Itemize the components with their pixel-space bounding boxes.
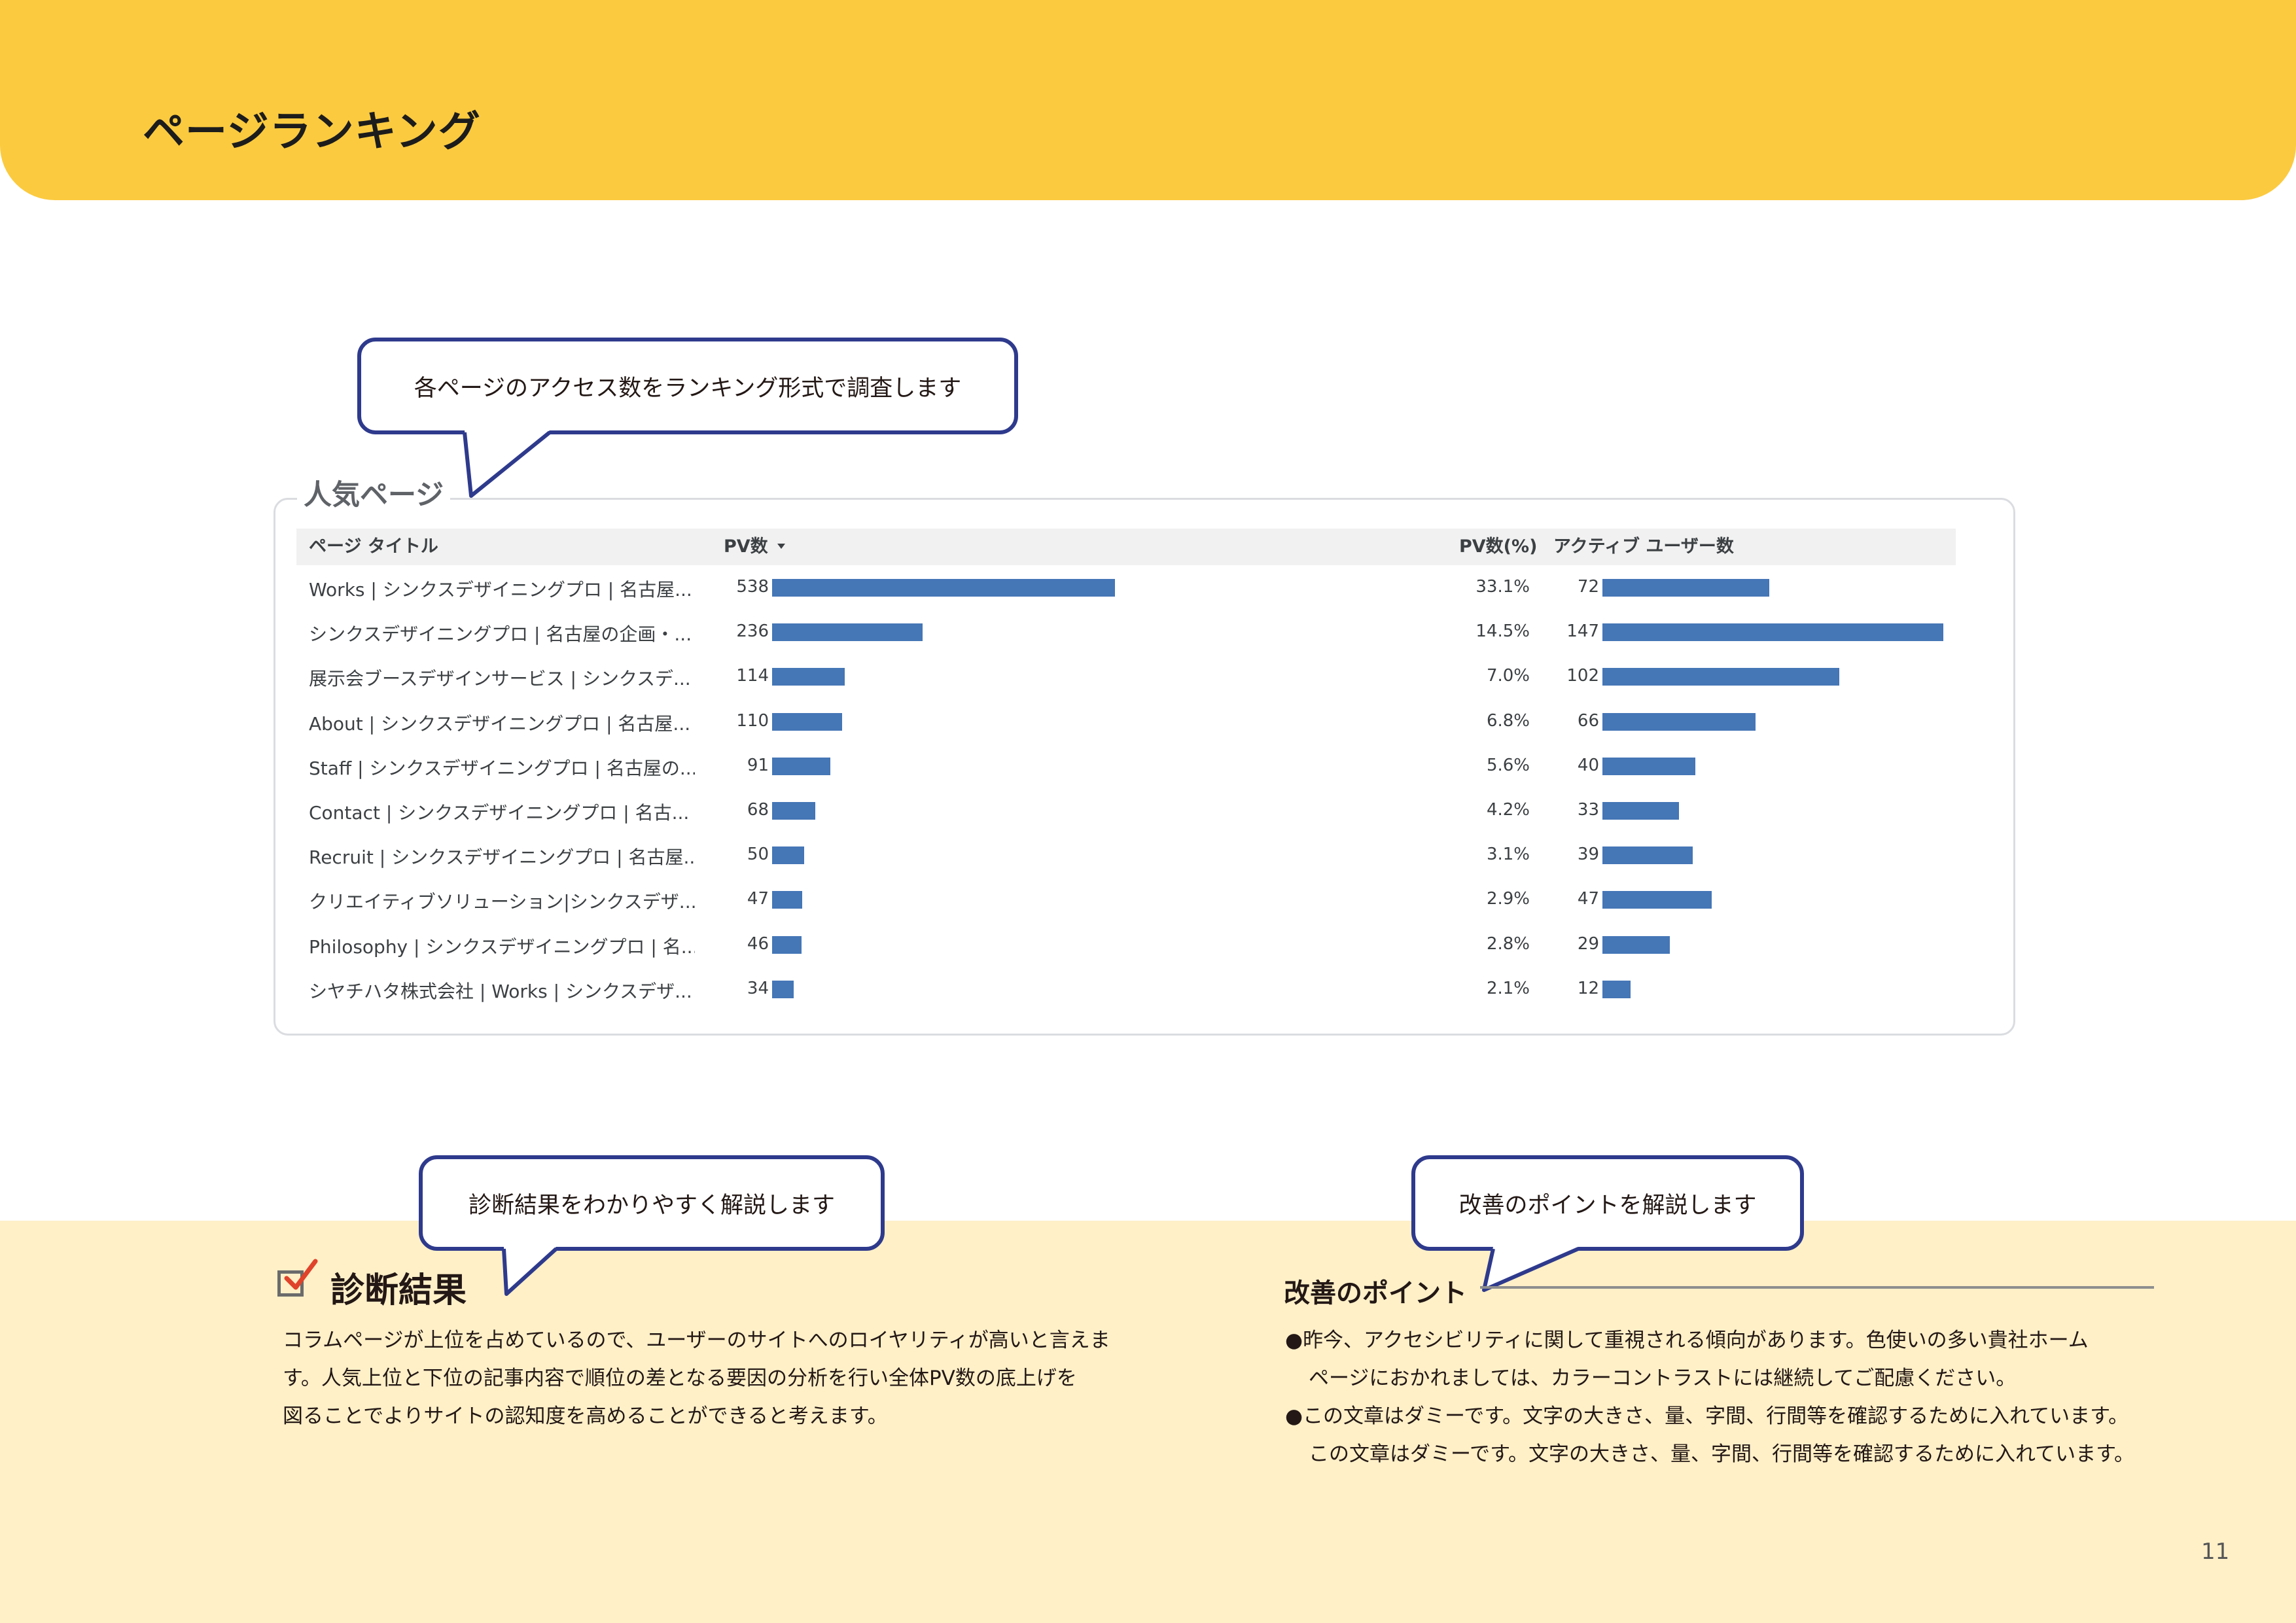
row-pv-value: 236: [736, 621, 769, 642]
column-header-page-title[interactable]: ページ タイトル: [309, 536, 438, 557]
row-page-title[interactable]: Works | シンクスデザイニングプロ | 名古屋...: [309, 579, 692, 601]
row-pv-pct-value: 7.0%: [1486, 666, 1530, 686]
row-active-users-bar: [1602, 891, 1712, 909]
improvement-title: 改善のポイント: [1284, 1278, 1467, 1308]
table-header: [296, 529, 1956, 565]
row-pv-value: 68: [747, 800, 769, 820]
row-pv-value: 34: [747, 978, 769, 998]
row-pv-pct-value: 14.5%: [1475, 621, 1530, 642]
header-band: [0, 0, 2296, 200]
callout-diagnosis-tail: [502, 1247, 558, 1296]
diagnosis-line: す。人気上位と下位の記事内容で順位の差となる要因の分析を行い全体PV数の底上げを: [283, 1367, 1077, 1390]
bullet-icon: ●: [1285, 1329, 1303, 1352]
improvement-list: ●昨今、アクセシビリティに関して重視される傾向があります。色使いの多い貴社ホーム…: [1285, 1321, 2201, 1473]
callout-ranking: 各ページのアクセス数をランキング形式で調査します: [357, 338, 1018, 434]
row-active-users-value: 47: [1577, 889, 1599, 909]
row-page-title[interactable]: Philosophy | シンクスデザイニングプロ | 名...: [309, 935, 695, 958]
row-active-users-value: 66: [1577, 710, 1599, 731]
callout-diagnosis: 診断結果をわかりやすく解説します: [419, 1155, 885, 1251]
column-header-active-users[interactable]: アクティブ ユーザー数: [1553, 536, 1734, 557]
row-page-title[interactable]: Staff | シンクスデザイニングプロ | 名古屋の...: [309, 757, 695, 779]
improvement-item-continuation: この文章はダミーです。文字の大きさ、量、字間、行間等を確認するために入れています…: [1309, 1442, 2135, 1466]
row-pv-value: 46: [747, 934, 769, 954]
row-pv-pct-value: 4.2%: [1486, 800, 1530, 820]
row-pv-bar: [772, 891, 802, 909]
row-pv-value: 50: [747, 845, 769, 865]
row-pv-value: 110: [736, 710, 769, 731]
row-active-users-bar: [1602, 668, 1839, 686]
callout-ranking-text: 各ページのアクセス数をランキング形式で調査します: [414, 375, 962, 402]
row-active-users-value: 40: [1577, 755, 1599, 775]
row-active-users-value: 102: [1566, 666, 1599, 686]
row-pv-value: 538: [736, 577, 769, 597]
sort-descending-icon[interactable]: [777, 544, 785, 549]
row-pv-bar: [772, 668, 845, 686]
row-active-users-bar: [1602, 980, 1631, 998]
row-pv-bar: [772, 846, 804, 865]
row-page-title[interactable]: シンクスデザイニングプロ | 名古屋の企画・...: [309, 623, 692, 646]
column-header-pv[interactable]: PV数: [724, 536, 768, 557]
row-pv-bar: [772, 757, 830, 775]
row-active-users-value: 33: [1577, 800, 1599, 820]
diagnosis-text: コラムページが上位を占めているので、ユーザーのサイトへのロイヤリティが高いと言え…: [283, 1321, 1159, 1435]
row-page-title[interactable]: シヤチハタ株式会社 | Works | シンクスデザ...: [309, 980, 692, 1002]
page-number: 11: [2201, 1539, 2230, 1565]
column-header-pv-pct[interactable]: PV数(%): [1459, 536, 1538, 557]
row-page-title[interactable]: 展示会ブースデザインサービス | シンクスデ...: [309, 668, 691, 690]
row-pv-pct-value: 3.1%: [1486, 845, 1530, 865]
row-active-users-value: 147: [1566, 621, 1599, 642]
improvement-item: ●昨今、アクセシビリティに関して重視される傾向があります。色使いの多い貴社ホーム: [1285, 1321, 2201, 1359]
diagnosis-line: 図ることでよりサイトの認知度を高めることができると考えます。: [283, 1405, 888, 1428]
row-pv-pct-value: 2.8%: [1486, 934, 1530, 954]
row-pv-value: 47: [747, 889, 769, 909]
row-pv-bar: [772, 802, 816, 820]
row-active-users-bar: [1602, 935, 1670, 954]
row-active-users-value: 39: [1577, 845, 1599, 865]
check-mark-icon: [284, 1259, 318, 1290]
improvement-divider: [1480, 1286, 2154, 1289]
row-active-users-value: 72: [1577, 577, 1599, 597]
callout-improvement-text: 改善のポイントを解説します: [1458, 1192, 1757, 1219]
row-pv-pct-value: 2.1%: [1486, 978, 1530, 998]
improvement-item-continuation: ページにおかれましては、カラーコントラストには継続してご配慮ください。: [1309, 1367, 2017, 1390]
card-title: 人気ページ: [297, 472, 451, 513]
row-active-users-bar: [1602, 802, 1679, 820]
diagnosis-title: 診断結果: [330, 1271, 467, 1310]
row-pv-pct-value: 33.1%: [1475, 577, 1530, 597]
diagnosis-line: コラムページが上位を占めているので、ユーザーのサイトへのロイヤリティが高いと言え…: [283, 1329, 1110, 1352]
page-title: ページランキング: [143, 108, 481, 156]
row-active-users-bar: [1602, 579, 1770, 597]
improvement-item: ●この文章はダミーです。文字の大きさ、量、字間、行間等を確認するために入れていま…: [1285, 1397, 2201, 1435]
row-page-title[interactable]: Recruit | シンクスデザイニングプロ | 名古屋...: [309, 846, 695, 869]
row-active-users-bar: [1602, 623, 1943, 642]
row-pv-bar: [772, 980, 794, 998]
row-page-title[interactable]: クリエイティブソリューション|シンクスデザ...: [309, 891, 695, 913]
row-pv-pct-value: 5.6%: [1486, 755, 1530, 775]
row-active-users-value: 29: [1577, 934, 1599, 954]
row-pv-pct-value: 6.8%: [1486, 710, 1530, 731]
callout-diagnosis-text: 診断結果をわかりやすく解説します: [468, 1192, 835, 1219]
row-pv-bar: [772, 579, 1115, 597]
row-pv-pct-value: 2.9%: [1486, 889, 1530, 909]
row-pv-value: 91: [747, 755, 769, 775]
checkbox-checked-icon: [277, 1270, 304, 1297]
improvement-item-text: 昨今、アクセシビリティに関して重視される傾向があります。色使いの多い貴社ホーム: [1303, 1329, 2089, 1352]
row-pv-bar: [772, 712, 843, 731]
row-page-title[interactable]: About | シンクスデザイニングプロ | 名古屋...: [309, 712, 691, 735]
row-pv-bar: [772, 935, 802, 954]
callout-ranking-tail: [463, 430, 551, 498]
row-page-title[interactable]: Contact | シンクスデザイニングプロ | 名古...: [309, 802, 690, 824]
callout-improvement: 改善のポイントを解説します: [1411, 1155, 1804, 1251]
row-pv-bar: [772, 623, 923, 642]
improvement-item-text: この文章はダミーです。文字の大きさ、量、字間、行間等を確認するために入れています…: [1303, 1405, 2129, 1428]
row-pv-value: 114: [736, 666, 769, 686]
row-active-users-value: 12: [1577, 978, 1599, 998]
row-active-users-bar: [1602, 712, 1756, 731]
row-active-users-bar: [1602, 846, 1693, 865]
row-active-users-bar: [1602, 757, 1695, 775]
callout-improvement-tail: [1482, 1247, 1580, 1292]
bullet-icon: ●: [1285, 1405, 1303, 1428]
